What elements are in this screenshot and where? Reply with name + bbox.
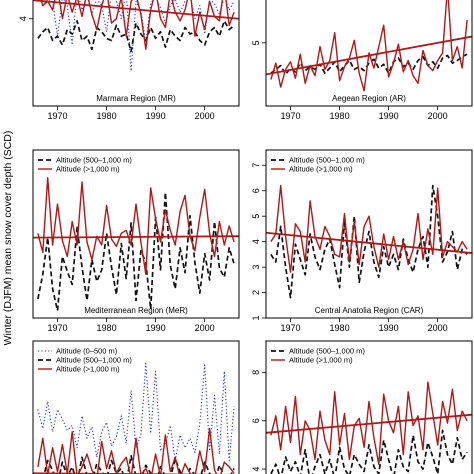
- series-line-high: [270, 381, 468, 465]
- region-label-mediterranean: Mediterranean Region (MeR): [84, 306, 188, 315]
- panel-frame: [32, 340, 240, 474]
- plot-area: [33, 177, 239, 312]
- x-tick-label: 1990: [379, 323, 399, 333]
- x-tick-label: 2000: [428, 323, 448, 333]
- series-line-low: [37, 362, 235, 462]
- x-tick-label: 1980: [330, 111, 350, 121]
- trend-line: [33, 235, 239, 239]
- y-tick-label: 2: [251, 290, 261, 295]
- trend-line: [266, 231, 472, 254]
- x-tick-label: 1970: [48, 323, 68, 333]
- legend-entry: Altitude (500–1,000 m): [56, 356, 132, 365]
- y-tick-label: 8: [251, 370, 261, 375]
- series-line-high: [37, 177, 235, 275]
- region-label-aegean: Aegean Region (AR): [332, 94, 406, 103]
- panel-frame: [265, 340, 473, 474]
- plot-area: [266, 0, 472, 92]
- legend-entry: Altitude (500–1,000 m): [289, 347, 365, 356]
- panel-frame: [32, 149, 240, 319]
- legend-entry: Altitude (0–500 m): [56, 347, 118, 356]
- x-tick-label: 1990: [379, 111, 399, 121]
- y-tick-label: 3: [251, 265, 261, 270]
- panel-mediterranean: 1970 1980 1990 2000 Mediterranean Region (Me…: [32, 149, 240, 333]
- legend-entry: Altitude (>1,000 m): [56, 165, 120, 174]
- panel-frame: [265, 0, 473, 107]
- x-tick-label: 1970: [48, 111, 68, 121]
- plot-area: [266, 381, 472, 474]
- y-tick-label: 4: [251, 467, 261, 472]
- series-line-high: [270, 184, 468, 273]
- series-line-mid: [37, 191, 235, 312]
- panel-frame: [32, 0, 240, 107]
- panel-frame: [265, 149, 473, 319]
- y-tick-label: 1: [251, 315, 261, 320]
- x-tick-label: 2000: [428, 111, 448, 121]
- legend-entry: Altitude (>1,000 m): [289, 356, 353, 365]
- plot-area: [266, 184, 472, 299]
- x-tick-label: 2000: [195, 111, 215, 121]
- panel-bottom-right: 4 6 8 Altitude (500–1,000 m)Altitude (>1,00…: [251, 340, 473, 474]
- x-tick-label: 1980: [97, 111, 117, 121]
- y-tick-label: 4: [18, 16, 28, 21]
- series-line-high: [40, 0, 235, 50]
- legend-entry: Altitude (500–1,000 m): [289, 156, 365, 165]
- y-tick-label: 5: [251, 214, 261, 219]
- panel-aegean: 1970 1980 1990 2000 5 Aegean Region (AR): [251, 0, 473, 121]
- series-line-high: [270, 0, 468, 92]
- region-label-central-anatolia: Central Anatolia Region (CAR): [315, 306, 424, 315]
- series-line-low: [40, 0, 235, 72]
- y-tick-label: 4: [251, 239, 261, 244]
- x-tick-label: 1990: [146, 323, 166, 333]
- x-tick-label: 1980: [330, 323, 350, 333]
- series-line-mid: [270, 184, 468, 299]
- y-tick-label: 7: [251, 163, 261, 168]
- x-tick-label: 1970: [281, 111, 301, 121]
- x-tick-label: 1970: [281, 323, 301, 333]
- panel-central-anatolia: 1970 1980 1990 2000 1 2 3 4 5 6 7 Central Anatolia …: [251, 149, 473, 333]
- legend-entry: Altitude (>1,000 m): [289, 165, 353, 174]
- region-label-marmara: Marmara Region (MR): [96, 94, 176, 103]
- x-tick-label: 1990: [146, 111, 166, 121]
- x-tick-label: 2000: [195, 323, 215, 333]
- y-tick-label: 5: [251, 40, 261, 45]
- plot-area: [33, 0, 239, 72]
- trend-line: [266, 413, 472, 434]
- panel-bottom-left: Altitude (0–500 m)Altitude (500–1,000 m)…: [32, 340, 240, 474]
- y-tick-label: 6: [251, 418, 261, 423]
- series-line-high: [37, 427, 235, 474]
- panel-marmara: 1970 1980 1990 2000 4 Marmara Region (MR): [18, 0, 240, 121]
- trend-line: [33, 0, 239, 20]
- x-tick-label: 1980: [97, 323, 117, 333]
- trend-line: [266, 35, 472, 76]
- y-axis-label: Winter (DJFM) mean snow cover depth (SCD…: [2, 131, 14, 346]
- y-tick-label: 6: [251, 188, 261, 193]
- series-line-mid: [37, 20, 235, 53]
- plot-area: [33, 362, 239, 474]
- series-line-mid: [270, 429, 468, 474]
- legend-entry: Altitude (>1,000 m): [56, 365, 120, 374]
- legend-entry: Altitude (500–1,000 m): [56, 156, 132, 165]
